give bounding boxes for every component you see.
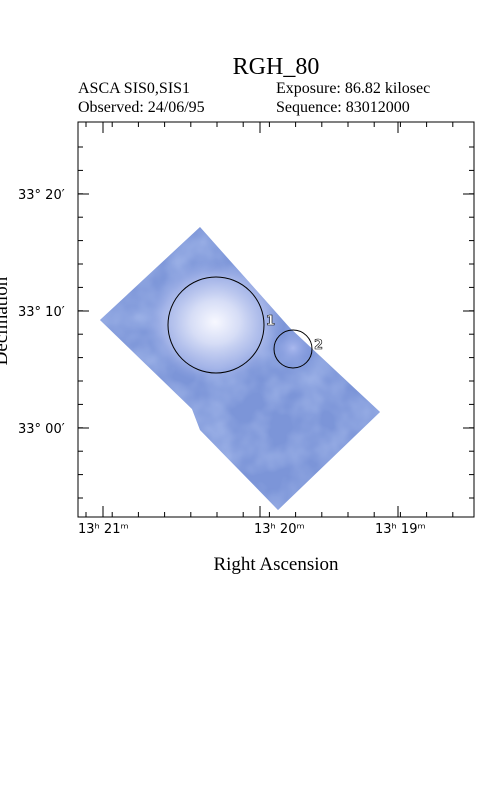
source-1-circle [167, 276, 265, 374]
x-tick-label: 13ʰ 19ᵐ [375, 522, 426, 537]
axis-ticks [78, 122, 474, 517]
source-2-circle [273, 329, 313, 369]
observed-label: Observed: 24/06/95 [78, 99, 205, 116]
x-tick-label: 13ʰ 20ᵐ [254, 522, 305, 537]
y-axis-label: Declination [0, 276, 12, 366]
y-tick-label: 33° 20′ [18, 188, 65, 203]
y-tick-label: 33° 10′ [18, 305, 65, 320]
x-axis-label: Right Ascension [213, 554, 339, 575]
source-1-label: 1 [266, 314, 275, 329]
x-tick-label: 13ʰ 21ᵐ [78, 522, 129, 537]
image-title: RGH_80 [232, 54, 320, 80]
instrument-label: ASCA SIS0,SIS1 [78, 80, 191, 97]
exposure-label: Exposure: 86.82 kilosec [276, 80, 431, 97]
plot-frame [77, 121, 475, 518]
y-tick-label: 33° 00′ [18, 422, 65, 437]
exposure-field [100, 227, 380, 510]
sequence-label: Sequence: 83012000 [276, 99, 410, 116]
source-2-label: 2 [314, 338, 323, 353]
